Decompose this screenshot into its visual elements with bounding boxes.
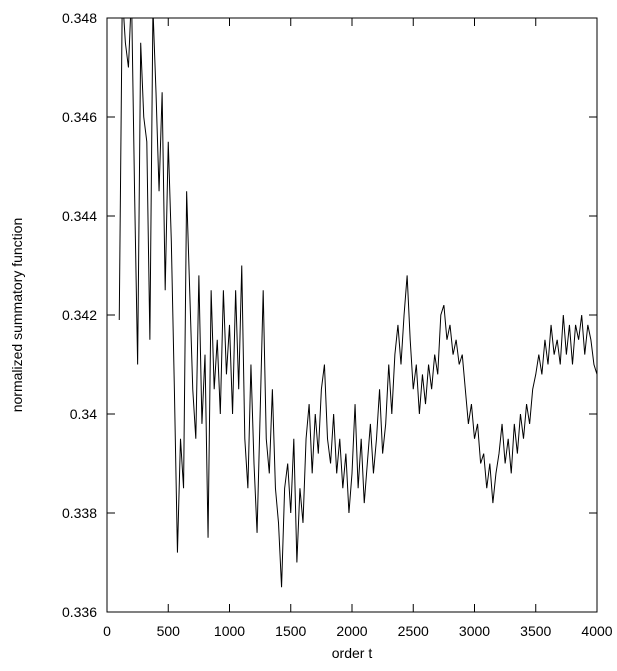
y-tick-label: 0.344 xyxy=(62,208,97,224)
x-tick-label: 2000 xyxy=(336,623,367,639)
x-tick-label: 0 xyxy=(103,623,111,639)
x-tick-label: 1500 xyxy=(275,623,306,639)
y-tick-label: 0.348 xyxy=(62,10,97,26)
y-tick-label: 0.34 xyxy=(70,406,97,422)
x-tick-label: 1000 xyxy=(214,623,245,639)
x-tick-label: 4000 xyxy=(581,623,612,639)
y-tick-label: 0.338 xyxy=(62,505,97,521)
x-tick-label: 3000 xyxy=(459,623,490,639)
y-tick-label: 0.346 xyxy=(62,109,97,125)
x-tick-label: 500 xyxy=(157,623,181,639)
x-axis-label: order t xyxy=(332,645,373,661)
data-line xyxy=(118,18,597,588)
y-tick-label: 0.342 xyxy=(62,307,97,323)
plot-frame xyxy=(106,17,598,613)
x-tick-label: 2500 xyxy=(398,623,429,639)
x-tick-label: 3500 xyxy=(520,623,551,639)
y-tick-label: 0.336 xyxy=(62,604,97,620)
y-axis-label: normalized summatory function xyxy=(9,218,25,413)
